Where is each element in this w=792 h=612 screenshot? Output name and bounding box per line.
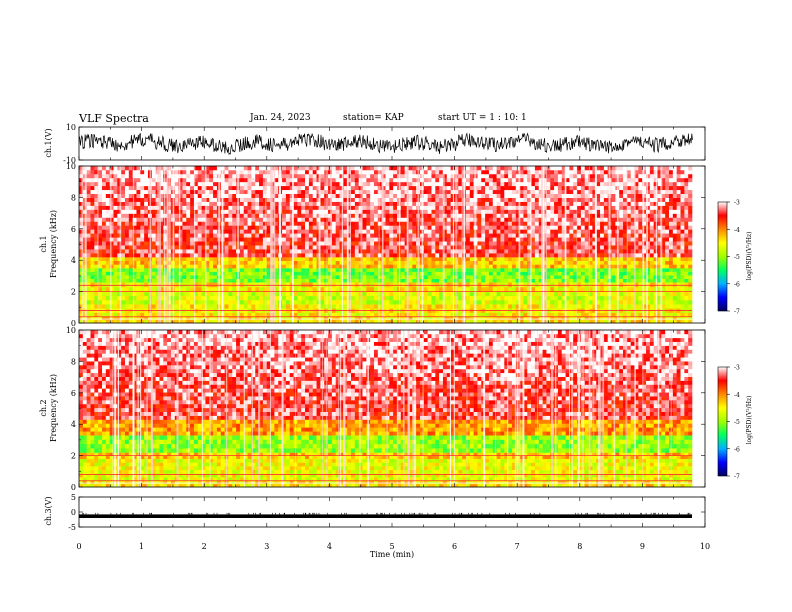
panel0-ytick-label: 10: [66, 123, 76, 132]
ch2-colorbar-tick: -6: [734, 446, 740, 453]
x-tick-label: 3: [264, 542, 269, 551]
x-tick-label: 8: [577, 542, 582, 551]
ch2-spec-ylabel: Frequency (kHz): [49, 374, 58, 442]
ch3-waveform-trace: [79, 514, 692, 518]
x-tick-label: 6: [452, 542, 457, 551]
x-tick-label: 1: [139, 542, 144, 551]
ch1-spec-ylabel: Frequency (kHz): [49, 210, 58, 278]
panel2-ytick-label: 10: [66, 326, 76, 335]
cb2-label: log(PSD)(V²/Hz): [746, 396, 753, 445]
ch2-colorbar-tick: -3: [734, 365, 740, 372]
ch1-wave-ylabel: ch.1(V): [44, 128, 53, 157]
ch2-spec-ylabel-top: ch.2: [39, 399, 48, 416]
panel2-ytick-label: 0: [71, 483, 76, 492]
x-tick-label: 5: [389, 542, 394, 551]
panel1-ytick-label: 10: [66, 162, 76, 171]
panel2-ytick-label: 2: [71, 452, 76, 461]
cb1-label: log(PSD)(V²/Hz): [746, 232, 753, 281]
ch1-colorbar: [717, 201, 728, 312]
x-tick-label: 2: [202, 542, 207, 551]
x-tick-label: 10: [700, 542, 710, 551]
ch1-colorbar-tick: -7: [734, 309, 740, 316]
x-tick-label: 4: [327, 542, 332, 551]
panel-frame-3: [78, 496, 706, 528]
ch1-colorbar-tick: -4: [734, 227, 740, 234]
panel1-ytick-label: 4: [71, 256, 76, 265]
panel3-ytick-label: 0: [71, 508, 76, 517]
panel2-ytick-label: 8: [71, 357, 76, 366]
ch2-colorbar-tick: -5: [734, 419, 740, 426]
panel1-ytick-label: 6: [71, 225, 76, 234]
ch3-wave-ylabel: ch.3(V): [44, 496, 53, 525]
panel2-ytick-label: 6: [71, 389, 76, 398]
date-label: Jan. 24, 2023: [250, 113, 311, 123]
ch1-colorbar-tick: -6: [734, 281, 740, 288]
panel1-ytick-label: 2: [71, 288, 76, 297]
ch1-spectrogram: [79, 166, 693, 324]
ch1-colorbar-tick: -5: [734, 254, 740, 261]
ch2-spectrogram: [79, 330, 693, 488]
panel1-ytick-label: 0: [71, 319, 76, 328]
x-axis-label: Time (min): [370, 550, 414, 559]
ch1-spec-ylabel-top: ch.1: [39, 235, 48, 252]
ch2-colorbar: [717, 366, 728, 477]
x-tick-label: 7: [515, 542, 520, 551]
start-time-label: start UT = 1 : 10: 1: [438, 113, 527, 123]
panel3-ytick-label: -5: [68, 523, 76, 532]
x-tick-label: 0: [76, 542, 81, 551]
panel1-ytick-label: 8: [71, 193, 76, 202]
station-label: station= KAP: [343, 113, 404, 123]
ch2-colorbar-tick: -4: [734, 392, 740, 399]
panel0-ytick-label: -10: [63, 156, 76, 165]
ch1-waveform-trace: [78, 132, 693, 156]
panel2-ytick-label: 4: [71, 420, 76, 429]
ch2-colorbar-tick: -7: [734, 474, 740, 481]
panel3-ytick-label: 5: [71, 493, 76, 502]
chart-title: VLF Spectra: [79, 112, 149, 125]
x-tick-label: 9: [640, 542, 645, 551]
ch1-colorbar-tick: -3: [734, 200, 740, 207]
